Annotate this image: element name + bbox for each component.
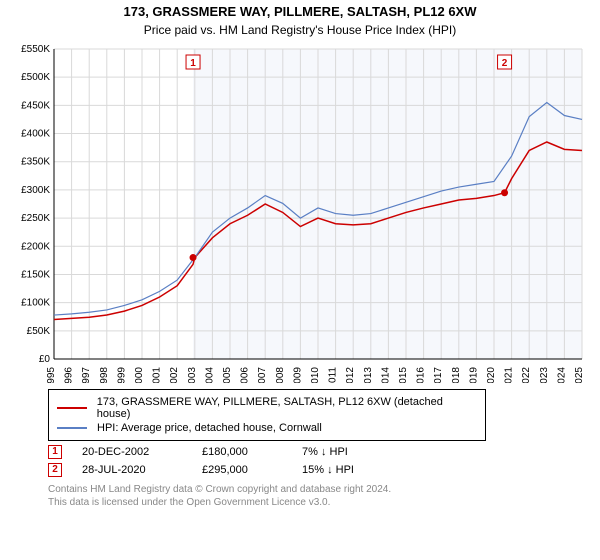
x-tick-label: 1997 [81, 366, 92, 382]
x-tick-label: 2016 [416, 366, 427, 382]
chart-plot: £0 £50K £100K £150K £200K £250K £300K £350K £400… [8, 43, 592, 383]
transaction-row: 2 28-JUL-2020£295,00015% ↓ HPI [48, 463, 592, 477]
y-tick-label: £550K [21, 44, 50, 55]
legend-row: 173, GRASSMERE WAY, PILLMERE, SALTASH, P… [57, 396, 477, 420]
legend-label: HPI: Average price, detached house, Corn… [97, 422, 322, 434]
transaction-date: 20-DEC-2002 [82, 446, 202, 458]
transaction-table: 1 20-DEC-2002£180,0007% ↓ HPI 2 28-JUL-2020… [48, 445, 592, 477]
x-tick-label: 2004 [204, 366, 215, 382]
y-tick-label: £100K [21, 298, 50, 309]
legend-swatch [57, 427, 87, 429]
transaction-dot [501, 189, 508, 196]
x-tick-label: 2025 [574, 366, 585, 382]
legend-swatch [57, 407, 87, 409]
transaction-marker-number: 2 [502, 58, 508, 69]
transaction-marker-number: 1 [190, 58, 196, 69]
x-tick-label: 2017 [433, 366, 444, 382]
transaction-date: 28-JUL-2020 [82, 464, 202, 476]
footer-line-1: Contains HM Land Registry data © Crown c… [48, 483, 592, 496]
legend-label: 173, GRASSMERE WAY, PILLMERE, SALTASH, P… [97, 396, 477, 420]
y-tick-label: £250K [21, 213, 50, 224]
x-tick-label: 1998 [99, 366, 110, 382]
x-tick-label: 2018 [451, 366, 462, 382]
x-tick-label: 2019 [468, 366, 479, 382]
line-chart-svg: £0 £50K £100K £150K £200K £250K £300K £350K £400… [8, 43, 592, 383]
transaction-diff: 7% ↓ HPI [302, 446, 402, 458]
y-tick-label: £150K [21, 269, 50, 280]
x-tick-label: 2021 [504, 366, 515, 382]
x-tick-label: 2008 [275, 366, 286, 382]
x-tick-label: 2010 [310, 366, 321, 382]
footer-line-2: This data is licensed under the Open Gov… [48, 496, 592, 509]
x-tick-label: 1996 [64, 366, 75, 382]
x-tick-label: 2023 [539, 366, 550, 382]
chart-container: 173, GRASSMERE WAY, PILLMERE, SALTASH, P… [0, 0, 600, 513]
x-tick-label: 2015 [398, 366, 409, 382]
chart-subtitle: Price paid vs. HM Land Registry's House … [8, 23, 592, 37]
y-tick-label: £400K [21, 128, 50, 139]
x-tick-label: 2012 [345, 366, 356, 382]
x-tick-label: 2002 [169, 366, 180, 382]
y-tick-label: £300K [21, 185, 50, 196]
x-tick-label: 2001 [152, 366, 163, 382]
x-tick-label: 2020 [486, 366, 497, 382]
transaction-price: £180,000 [202, 446, 302, 458]
x-tick-label: 2013 [363, 366, 374, 382]
x-tick-label: 2014 [380, 366, 391, 382]
y-tick-label: £50K [27, 326, 51, 337]
x-tick-label: 2009 [292, 366, 303, 382]
y-tick-label: £350K [21, 157, 50, 168]
x-tick-label: 2024 [556, 366, 567, 382]
transaction-row-marker: 2 [48, 463, 62, 477]
x-tick-label: 2007 [257, 366, 268, 382]
x-tick-label: 2003 [187, 366, 198, 382]
transaction-diff: 15% ↓ HPI [302, 464, 402, 476]
y-tick-label: £0 [39, 354, 51, 365]
y-tick-label: £200K [21, 241, 50, 252]
x-tick-label: 2005 [222, 366, 233, 382]
transaction-row: 1 20-DEC-2002£180,0007% ↓ HPI [48, 445, 592, 459]
legend: 173, GRASSMERE WAY, PILLMERE, SALTASH, P… [48, 389, 486, 441]
y-tick-label: £500K [21, 72, 50, 83]
x-tick-label: 2022 [521, 366, 532, 382]
chart-title: 173, GRASSMERE WAY, PILLMERE, SALTASH, P… [8, 4, 592, 21]
x-tick-label: 2011 [328, 366, 339, 382]
x-tick-label: 2000 [134, 366, 145, 382]
x-tick-label: 1999 [116, 366, 127, 382]
x-tick-label: 1995 [46, 366, 57, 382]
legend-row: HPI: Average price, detached house, Corn… [57, 422, 477, 434]
transaction-price: £295,000 [202, 464, 302, 476]
transaction-row-marker: 1 [48, 445, 62, 459]
y-tick-label: £450K [21, 100, 50, 111]
x-tick-label: 2006 [240, 366, 251, 382]
footer-attribution: Contains HM Land Registry data © Crown c… [48, 483, 592, 509]
transaction-dot [190, 254, 197, 261]
